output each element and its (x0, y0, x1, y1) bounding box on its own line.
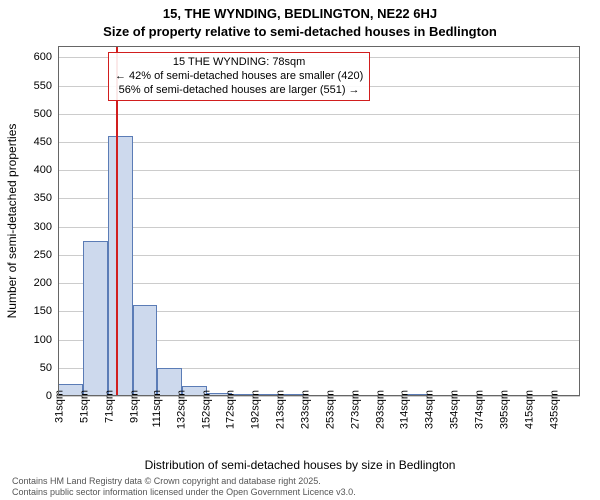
y-axis-label: Number of semi-detached properties (5, 124, 19, 319)
x-tick-label: 192sqm (250, 390, 262, 429)
x-tick-label: 253sqm (324, 390, 336, 429)
y-tick-label: 600 (34, 51, 58, 63)
x-tick-label: 152sqm (200, 390, 212, 429)
x-tick-label: 172sqm (225, 390, 237, 429)
annotation-line: 56% of semi-detached houses are larger (… (115, 84, 363, 98)
chart-title-desc: Size of property relative to semi-detach… (0, 24, 600, 39)
x-tick-label: 415sqm (523, 390, 535, 429)
grid-line (58, 198, 580, 199)
grid-line (58, 255, 580, 256)
annotation-line: 15 THE WYNDING: 78sqm (115, 56, 363, 70)
attribution-line-2: Contains public sector information licen… (12, 487, 356, 498)
y-tick-label: 300 (34, 221, 58, 233)
x-tick-label: 71sqm (104, 390, 116, 423)
y-tick-label: 350 (34, 192, 58, 204)
y-tick-label: 500 (34, 108, 58, 120)
annotation-box: 15 THE WYNDING: 78sqm← 42% of semi-detac… (108, 52, 370, 101)
x-tick-label: 31sqm (54, 390, 66, 423)
x-tick-label: 374sqm (473, 390, 485, 429)
x-tick-label: 395sqm (498, 390, 510, 429)
y-tick-label: 50 (40, 362, 58, 374)
chart-title-address: 15, THE WYNDING, BEDLINGTON, NE22 6HJ (0, 6, 600, 21)
x-tick-label: 314sqm (399, 390, 411, 429)
property-size-chart: 15, THE WYNDING, BEDLINGTON, NE22 6HJ Si… (0, 0, 600, 500)
y-tick-label: 100 (34, 334, 58, 346)
plot-area: 05010015020025030035040045050055060031sq… (58, 46, 580, 396)
bar (83, 241, 108, 396)
x-tick-label: 132sqm (175, 390, 187, 429)
bar (133, 305, 158, 396)
x-tick-label: 233sqm (299, 390, 311, 429)
annotation-line: ← 42% of semi-detached houses are smalle… (115, 70, 363, 84)
y-tick-label: 250 (34, 249, 58, 261)
bar (108, 136, 133, 396)
x-tick-label: 435sqm (548, 390, 560, 429)
y-tick-label: 150 (34, 305, 58, 317)
x-tick-label: 91sqm (128, 390, 140, 423)
x-tick-label: 354sqm (449, 390, 461, 429)
x-tick-label: 334sqm (424, 390, 436, 429)
attribution-text: Contains HM Land Registry data © Crown c… (12, 476, 356, 498)
x-tick-label: 293sqm (374, 390, 386, 429)
grid-line (58, 170, 580, 171)
grid-line (58, 283, 580, 284)
grid-line (58, 142, 580, 143)
y-tick-label: 400 (34, 164, 58, 176)
x-tick-label: 51sqm (79, 390, 91, 423)
x-tick-label: 111sqm (151, 390, 163, 428)
attribution-line-1: Contains HM Land Registry data © Crown c… (12, 476, 356, 487)
grid-line (58, 114, 580, 115)
y-tick-label: 550 (34, 80, 58, 92)
x-tick-label: 273sqm (349, 390, 361, 429)
grid-line (58, 227, 580, 228)
y-tick-label: 450 (34, 136, 58, 148)
x-tick-label: 213sqm (275, 390, 287, 429)
y-tick-label: 200 (34, 277, 58, 289)
x-axis-label: Distribution of semi-detached houses by … (0, 458, 600, 472)
